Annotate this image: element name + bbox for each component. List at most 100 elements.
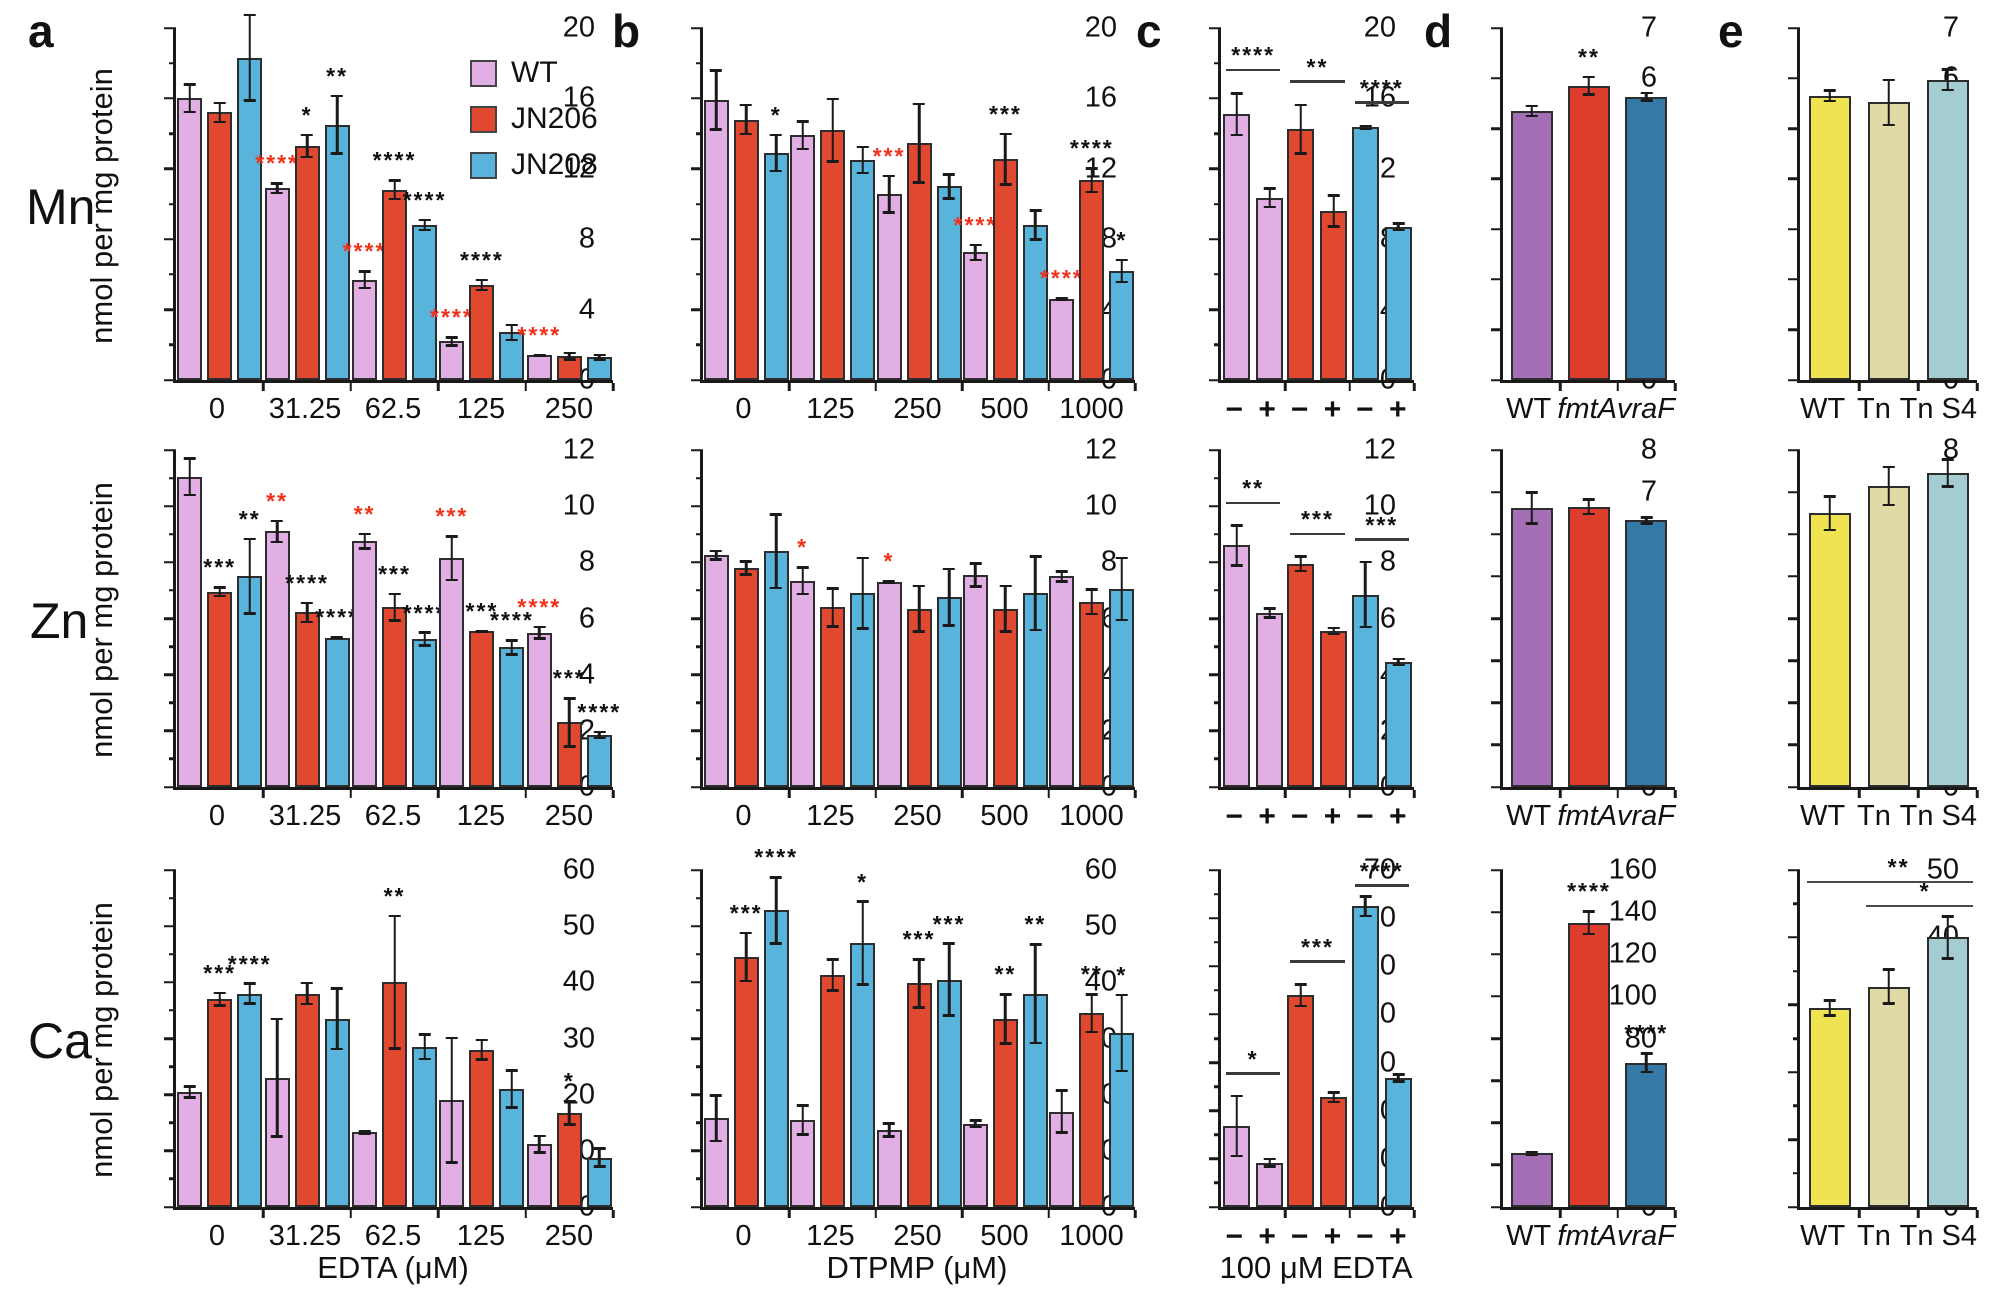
bar-group-member <box>1256 450 1284 787</box>
bar-group-member <box>820 28 846 380</box>
y-tick <box>691 729 703 733</box>
x-tick <box>1857 383 1861 391</box>
y-tick-label: 120 <box>1608 937 1657 970</box>
y-tick-label: 60 <box>562 853 595 886</box>
bar-group-member <box>207 28 233 380</box>
x-tick-label: 250 <box>893 800 942 832</box>
x-tick <box>262 1210 265 1218</box>
pair-x-label: + <box>1258 1220 1276 1253</box>
single-bar-group <box>1918 450 1977 787</box>
bar-group-member: **** <box>754 846 796 1207</box>
significance-label: * <box>1116 226 1128 253</box>
x-tick-label: 62.5 <box>364 393 422 425</box>
strain-x-label: vraF <box>1617 800 1675 832</box>
bar <box>1109 589 1135 787</box>
strain-x-label: Tn S4 <box>1899 1220 1977 1252</box>
significance-label: **** <box>342 237 387 264</box>
x-tick <box>1975 1210 1979 1218</box>
pair-x-label: − <box>1225 800 1243 833</box>
strain-x-label: WT <box>1800 1220 1846 1252</box>
error-bar <box>831 587 834 628</box>
y-tick <box>691 561 703 564</box>
error-bar <box>1120 556 1124 622</box>
error-bar <box>510 639 514 656</box>
error-bar <box>1397 657 1400 667</box>
x-tick-label: 0 <box>735 800 752 832</box>
x-tick-labels: − + − + − + <box>1218 800 1414 834</box>
bar <box>1320 211 1348 380</box>
significance-bracket: *** <box>1290 508 1345 536</box>
pair-x-labels: − + <box>1283 393 1348 427</box>
error-bar <box>480 1038 484 1061</box>
bar <box>237 57 263 380</box>
legend-label-jn206: JN206 <box>511 102 598 135</box>
bar-group: * <box>789 450 876 787</box>
pair-x-labels: − + <box>1349 800 1414 834</box>
bar-group-member <box>962 870 988 1207</box>
error-bar <box>1268 607 1271 619</box>
x-tick-label: 1000 <box>1059 800 1124 832</box>
bar-group-member <box>1351 450 1379 787</box>
bar <box>1351 127 1379 380</box>
x-tick-label: 125 <box>806 1220 855 1252</box>
error-bar <box>947 942 951 1017</box>
bar <box>1320 631 1348 787</box>
y-tick-label: 16 <box>1084 81 1117 114</box>
bar-group-member: *** <box>203 870 234 1207</box>
strain-x-label: Tn <box>1857 800 1891 832</box>
y-tick <box>1491 743 1503 747</box>
error-bar <box>393 592 396 622</box>
bar-group-member <box>1510 450 1553 787</box>
bar <box>412 1046 438 1207</box>
panel-zn-a: 024681012*******************************… <box>164 435 619 832</box>
bar-group <box>1049 450 1135 787</box>
bar-group: ** <box>351 870 438 1207</box>
y-tick <box>1209 561 1221 564</box>
y-tick <box>1491 26 1503 30</box>
bar-group-member <box>526 870 552 1207</box>
x-tick <box>1857 1210 1861 1218</box>
significance-label: ** <box>994 961 1017 988</box>
y-axis-label-zn: nmol per mg protein <box>84 482 119 758</box>
y-tick-label: 6 <box>578 602 595 634</box>
x-tick <box>788 790 791 798</box>
strain-x-label: Tn S4 <box>1899 393 1977 425</box>
y-tick-label: 160 <box>1608 853 1657 886</box>
bar <box>733 957 759 1207</box>
y-tick <box>169 589 176 592</box>
significance-label: *** <box>203 960 237 987</box>
error-bar <box>1299 555 1303 573</box>
legend-item-jn208: JN208 <box>470 148 598 182</box>
y-tick <box>1491 378 1503 382</box>
y-tick <box>169 61 176 65</box>
error-bar <box>510 1069 514 1109</box>
bar-group: ********* <box>351 450 444 787</box>
error-bar <box>450 336 454 347</box>
error-bar <box>510 323 514 342</box>
y-tick <box>696 533 703 536</box>
y-tick-label: 80 <box>1624 1022 1657 1054</box>
x-tick-label: 250 <box>544 393 594 425</box>
y-tick <box>691 237 703 241</box>
bar <box>1510 110 1553 380</box>
bar <box>1079 180 1105 380</box>
y-tick-label: 70 <box>1363 853 1396 886</box>
legend-label-jn208: JN208 <box>511 148 598 181</box>
pair-group: ** <box>1285 28 1349 380</box>
error-bar <box>480 278 484 292</box>
error-bar <box>947 567 951 627</box>
bar <box>992 159 1018 380</box>
y-axis-label-ca: nmol per mg protein <box>84 902 119 1178</box>
significance-bracket: ** <box>1290 55 1345 83</box>
single-bar-group <box>1560 450 1617 787</box>
bar <box>207 999 233 1207</box>
x-tick <box>1412 383 1416 391</box>
y-tick <box>1788 77 1800 80</box>
bar-group-member <box>936 28 962 380</box>
error-bar <box>218 586 221 598</box>
bar <box>763 910 789 1207</box>
y-tick <box>691 1205 703 1209</box>
significance-label: **** <box>315 604 360 631</box>
significance-bracket: ** <box>1226 477 1281 505</box>
